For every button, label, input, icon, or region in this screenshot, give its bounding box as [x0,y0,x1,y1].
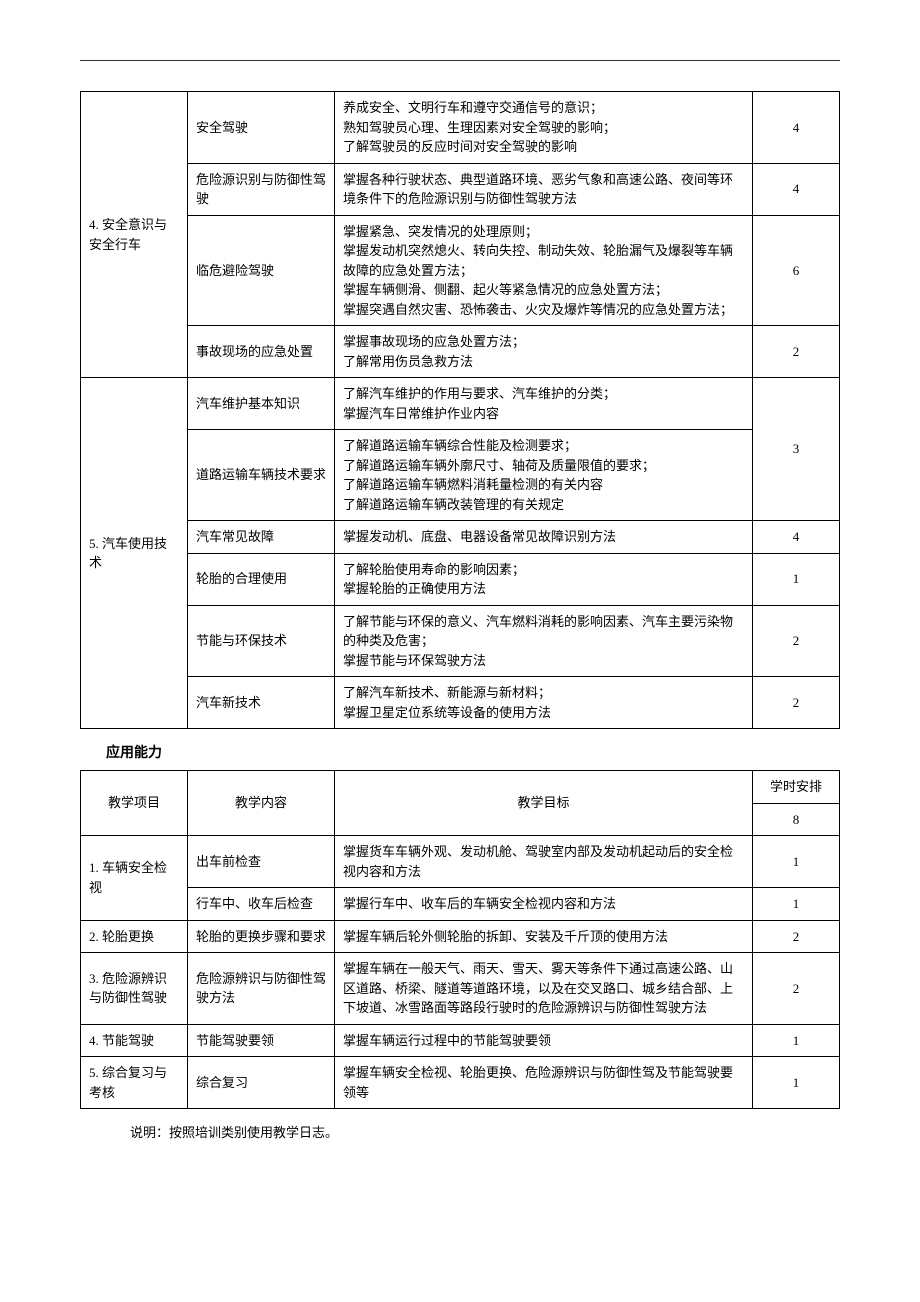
project-cell: 5. 综合复习与考核 [81,1057,188,1109]
section-title-applied-ability: 应用能力 [106,743,840,764]
header-topic: 教学内容 [188,771,335,836]
topic-cell: 综合复习 [188,1057,335,1109]
topic-cell: 节能驾驶要领 [188,1024,335,1057]
objective-cell: 掌握车辆运行过程中的节能驾驶要领 [335,1024,753,1057]
objective-cell: 掌握车辆后轮外侧轮胎的拆卸、安装及千斤顶的使用方法 [335,920,753,953]
hours-cell: 2 [753,920,840,953]
topic-cell: 出车前检查 [188,836,335,888]
objective-cell: 掌握车辆在一般天气、雨天、雪天、雾天等条件下通过高速公路、山区道路、桥梁、隧道等… [335,953,753,1025]
header-project: 教学项目 [81,771,188,836]
hours-cell: 2 [753,605,840,677]
topic-cell: 汽车常见故障 [188,521,335,554]
header-hours-total: 8 [753,803,840,836]
footnote: 说明：按照培训类别使用教学日志。 [130,1123,840,1143]
topic-cell: 行车中、收车后检查 [188,888,335,921]
header-hours-caption: 学时安排 [753,771,840,804]
objective-cell: 了解节能与环保的意义、汽车燃料消耗的影响因素、汽车主要污染物的种类及危害； 掌握… [335,605,753,677]
topic-cell: 安全驾驶 [188,92,335,164]
project-cell: 1. 车辆安全检视 [81,836,188,921]
objective-cell: 掌握行车中、收车后的车辆安全检视内容和方法 [335,888,753,921]
hours-cell: 4 [753,92,840,164]
topic-cell: 汽车维护基本知识 [188,378,335,430]
project-cell: 4. 节能驾驶 [81,1024,188,1057]
hours-cell: 3 [753,378,840,521]
objective-cell: 掌握发动机、底盘、电器设备常见故障识别方法 [335,521,753,554]
topic-cell: 道路运输车辆技术要求 [188,430,335,521]
topic-cell: 危险源识别与防御性驾驶 [188,163,335,215]
curriculum-table-2: 教学项目教学内容教学目标学时安排8 1. 车辆安全检视出车前检查掌握货车车辆外观、… [80,770,840,1109]
objective-cell: 掌握紧急、突发情况的处理原则； 掌握发动机突然熄火、转向失控、制动失效、轮胎漏气… [335,215,753,326]
hours-cell: 1 [753,553,840,605]
topic-cell: 汽车新技术 [188,677,335,729]
hours-cell: 2 [753,953,840,1025]
project-cell: 2. 轮胎更换 [81,920,188,953]
objective-cell: 养成安全、文明行车和遵守交通信号的意识； 熟知驾驶员心理、生理因素对安全驾驶的影… [335,92,753,164]
project-cell: 4. 安全意识与安全行车 [81,92,188,378]
page-top-rule [80,60,840,61]
hours-cell: 1 [753,836,840,888]
objective-cell: 掌握车辆安全检视、轮胎更换、危险源辨识与防御性驾及节能驾驶要领等 [335,1057,753,1109]
topic-cell: 轮胎的合理使用 [188,553,335,605]
topic-cell: 临危避险驾驶 [188,215,335,326]
hours-cell: 4 [753,521,840,554]
objective-cell: 了解轮胎使用寿命的影响因素； 掌握轮胎的正确使用方法 [335,553,753,605]
objective-cell: 掌握货车车辆外观、发动机舱、驾驶室内部及发动机起动后的安全检视内容和方法 [335,836,753,888]
header-objective: 教学目标 [335,771,753,836]
project-cell: 3. 危险源辨识与防御性驾驶 [81,953,188,1025]
curriculum-table-1: 4. 安全意识与安全行车安全驾驶养成安全、文明行车和遵守交通信号的意识； 熟知驾… [80,91,840,729]
topic-cell: 危险源辨识与防御性驾驶方法 [188,953,335,1025]
topic-cell: 事故现场的应急处置 [188,326,335,378]
hours-cell: 2 [753,677,840,729]
hours-cell: 1 [753,888,840,921]
hours-cell: 6 [753,215,840,326]
hours-cell: 4 [753,163,840,215]
objective-cell: 了解汽车维护的作用与要求、汽车维护的分类； 掌握汽车日常维护作业内容 [335,378,753,430]
project-cell: 5. 汽车使用技术 [81,378,188,729]
objective-cell: 了解汽车新技术、新能源与新材料； 掌握卫星定位系统等设备的使用方法 [335,677,753,729]
objective-cell: 掌握事故现场的应急处置方法； 了解常用伤员急救方法 [335,326,753,378]
topic-cell: 节能与环保技术 [188,605,335,677]
hours-cell: 1 [753,1024,840,1057]
topic-cell: 轮胎的更换步骤和要求 [188,920,335,953]
hours-cell: 1 [753,1057,840,1109]
hours-cell: 2 [753,326,840,378]
objective-cell: 掌握各种行驶状态、典型道路环境、恶劣气象和高速公路、夜间等环境条件下的危险源识别… [335,163,753,215]
objective-cell: 了解道路运输车辆综合性能及检测要求； 了解道路运输车辆外廓尺寸、轴荷及质量限值的… [335,430,753,521]
